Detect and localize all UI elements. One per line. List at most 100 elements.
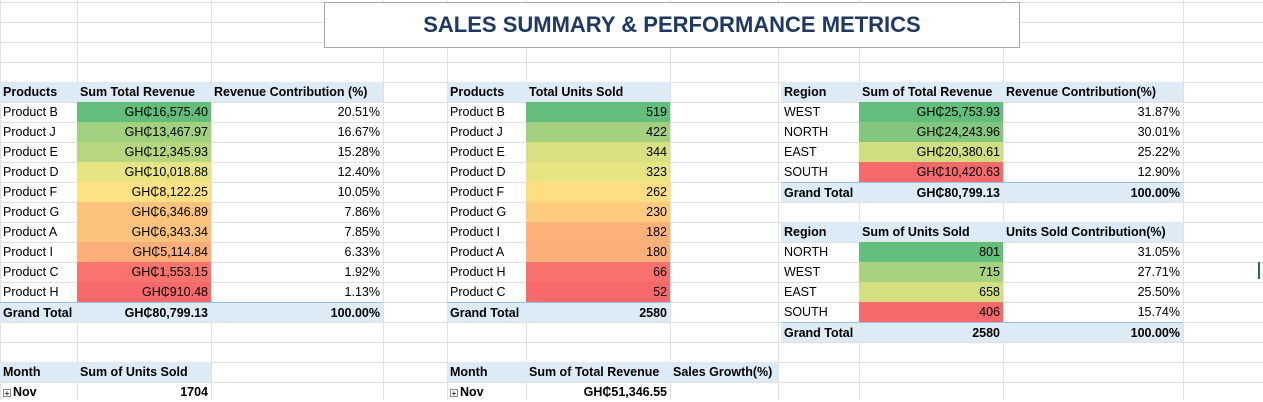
pivot-header-region[interactable]: Region [781,82,859,102]
pivot-header-month[interactable]: Month [0,362,77,382]
row-label[interactable]: Product B [450,105,505,119]
month-units-value: 1704 [180,385,208,399]
grand-total-value: 2580 [526,302,670,322]
grand-total-value: GH₵80,799.13 [859,182,1003,202]
row-percent: 12.90% [1137,165,1180,179]
row-label[interactable]: NORTH [784,125,829,139]
grand-total-percent: 100.00% [211,302,383,322]
pivot-header-sum-total-revenue: Sum of Total Revenue [859,82,1003,102]
pivot-header-products[interactable]: Products [447,82,526,102]
pivot-header-month[interactable]: Month [447,362,526,382]
row-value: GH₵25,753.93 [859,102,1003,122]
row-percent: 31.05% [1137,245,1180,259]
row-label[interactable]: NORTH [784,245,829,259]
row-percent: 15.28% [337,145,380,159]
pivot-header-region[interactable]: Region [781,222,859,242]
row-value: 715 [859,262,1003,282]
row-value: 801 [859,242,1003,262]
row-value: 66 [526,262,670,282]
row-percent: 1.92% [344,265,380,279]
row-percent: 25.22% [1137,145,1180,159]
row-value: GH₵910.48 [77,282,211,302]
row-label[interactable]: Product D [450,165,506,179]
month-revenue-value: GH₵51,346.55 [583,385,667,399]
row-value: 344 [526,142,670,162]
row-value: GH₵5,114.84 [77,242,211,262]
row-value: GH₵20,380.61 [859,142,1003,162]
expand-plus-icon[interactable]: + [450,388,458,398]
row-label[interactable]: Product I [3,245,54,259]
row-label[interactable]: WEST [784,265,821,279]
pivot-header-revenue-contribution: Revenue Contribution(%) [1003,82,1183,102]
row-label[interactable]: Product D [3,165,59,179]
row-percent: 7.85% [344,225,380,239]
row-label[interactable]: Product H [3,285,59,299]
row-label[interactable]: Product F [3,185,58,199]
row-label[interactable]: WEST [784,105,821,119]
row-percent: 6.33% [344,245,380,259]
month-name: Nov [460,385,484,399]
row-value: 230 [526,202,670,222]
pivot-header-sum-units-sold: Sum of Units Sold [77,362,211,382]
row-value: GH₵24,243.96 [859,122,1003,142]
row-label[interactable]: EAST [784,285,817,299]
row-percent: 1.13% [344,285,380,299]
row-label[interactable]: SOUTH [784,305,828,319]
row-label[interactable]: Product C [3,265,59,279]
row-value: 406 [859,302,1003,322]
grand-total-percent: 100.00% [1003,322,1183,342]
row-label[interactable]: EAST [784,145,817,159]
pivot-header-units-contribution: Units Sold Contribution(%) [1003,222,1183,242]
row-label[interactable]: Product J [3,125,56,139]
row-value: 182 [526,222,670,242]
row-label[interactable]: Product C [450,285,506,299]
row-value: GH₵16,575.40 [77,102,211,122]
row-percent: 10.05% [337,185,380,199]
row-value: GH₵10,420.63 [859,162,1003,182]
row-percent: 12.40% [337,165,380,179]
month-row-label[interactable]: + Nov [447,382,526,402]
grand-total-percent: 100.00% [1003,182,1183,202]
row-label[interactable]: Product B [3,105,58,119]
row-label[interactable]: Product I [450,225,501,239]
grand-total-value: 2580 [859,322,1003,342]
row-label[interactable]: Product G [450,205,507,219]
pivot-header-sum-total-revenue: Sum of Total Revenue [526,362,670,382]
row-label[interactable]: Product A [450,245,505,259]
row-label[interactable]: Product G [3,205,60,219]
expand-plus-icon[interactable]: + [3,388,11,398]
row-label[interactable]: Product A [3,225,58,239]
row-label[interactable]: Product E [3,145,58,159]
grand-total-label: Grand Total [781,182,859,202]
row-value: 262 [526,182,670,202]
month-row-label[interactable]: + Nov [0,382,77,402]
row-value: GH₵6,346.89 [77,202,211,222]
row-label[interactable]: Product J [450,125,503,139]
row-percent: 15.74% [1137,305,1180,319]
row-percent: 27.71% [1137,265,1180,279]
row-label[interactable]: SOUTH [784,165,828,179]
grand-total-label: Grand Total [781,322,859,342]
row-label[interactable]: Product E [450,145,505,159]
pivot-header-products[interactable]: Products [0,82,77,102]
row-value: GH₵12,345.93 [77,142,211,162]
row-value: GH₵13,467.97 [77,122,211,142]
row-value: 52 [526,282,670,302]
grand-total-label: Grand Total [447,302,526,322]
row-percent: 16.67% [337,125,380,139]
row-label[interactable]: Product F [450,185,505,199]
row-value: 180 [526,242,670,262]
pivot-header-sum-units-sold: Sum of Units Sold [859,222,1003,242]
row-label[interactable]: Product H [450,265,506,279]
row-value: 422 [526,122,670,142]
grand-total-label: Grand Total [0,302,77,322]
dashboard-title: SALES SUMMARY & PERFORMANCE METRICS [324,2,1020,48]
row-value: 323 [526,162,670,182]
selection-edge-marker [1258,262,1263,279]
pivot-header-total-units-sold: Total Units Sold [526,82,670,102]
row-percent: 20.51% [337,105,380,119]
pivot-header-sum-total-revenue: Sum Total Revenue [77,82,211,102]
row-value: GH₵6,343.34 [77,222,211,242]
row-value: 658 [859,282,1003,302]
row-percent: 7.86% [344,205,380,219]
